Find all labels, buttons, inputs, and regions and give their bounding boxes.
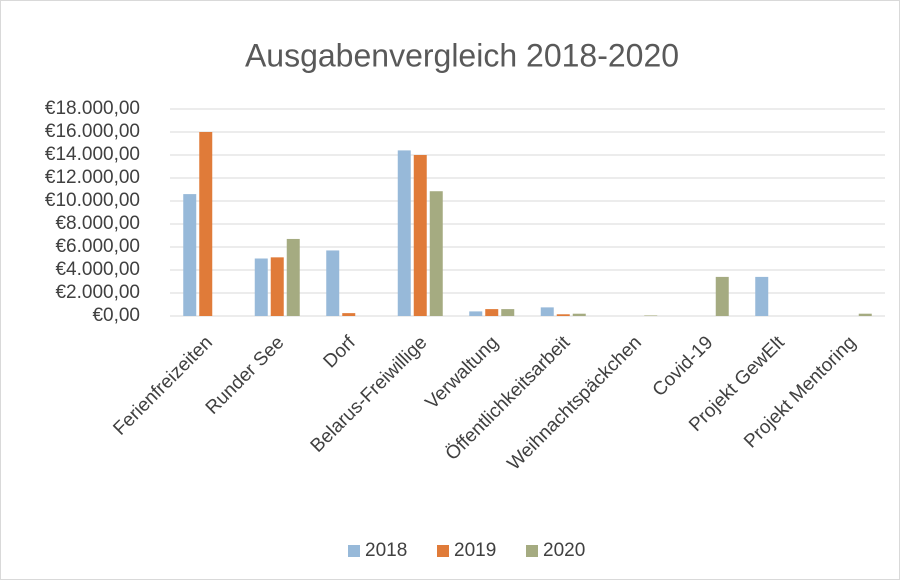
y-tick-label: €10.000,00 — [45, 190, 140, 211]
bar — [413, 155, 427, 316]
y-tick-label: €18.000,00 — [45, 98, 140, 119]
bar — [270, 257, 284, 316]
chart-title: Ausgabenvergleich 2018-2020 — [245, 37, 679, 73]
legend-label: 2020 — [543, 540, 585, 561]
y-tick-label: €6.000,00 — [55, 236, 140, 257]
bar — [644, 315, 658, 316]
bar — [858, 313, 872, 316]
bar — [572, 313, 586, 316]
bar — [183, 194, 197, 316]
y-tick-label: €14.000,00 — [45, 144, 140, 165]
y-tick-label: €2.000,00 — [55, 282, 140, 303]
bar — [199, 132, 213, 316]
legend-swatch — [526, 545, 538, 557]
bar — [485, 309, 499, 316]
legend-swatch — [437, 545, 449, 557]
bar — [501, 309, 515, 316]
bar — [254, 258, 268, 316]
y-tick-label: €4.000,00 — [55, 259, 140, 280]
bar — [755, 276, 769, 316]
bar — [556, 314, 570, 316]
y-tick-label: €0,00 — [92, 305, 140, 326]
bar — [397, 150, 411, 316]
legend-swatch — [348, 545, 360, 557]
bar — [715, 276, 729, 316]
legend-label: 2018 — [365, 540, 407, 561]
bar — [342, 313, 356, 316]
bar — [429, 191, 443, 316]
y-tick-label: €16.000,00 — [45, 121, 140, 142]
y-tick-label: €12.000,00 — [45, 167, 140, 188]
bar — [286, 238, 300, 316]
bar — [326, 250, 340, 316]
y-tick-label: €8.000,00 — [55, 213, 140, 234]
bar — [540, 307, 554, 316]
bar — [469, 311, 483, 316]
legend-label: 2019 — [454, 540, 496, 561]
